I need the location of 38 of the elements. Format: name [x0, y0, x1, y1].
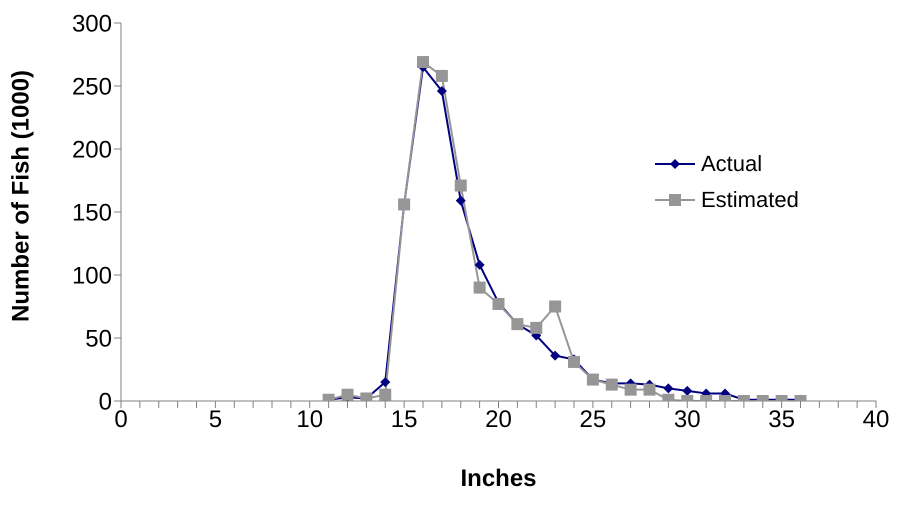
point [379, 388, 392, 401]
point [624, 384, 637, 396]
x-tick-label: 5 [208, 406, 222, 434]
point [663, 383, 674, 394]
x-tick-label: 15 [390, 406, 418, 434]
point [417, 56, 429, 68]
y-tick-label: 150 [72, 200, 112, 227]
x-tick-label: 25 [580, 406, 606, 434]
legend-label: Estimated [701, 186, 799, 214]
y-tick-label: 300 [72, 10, 112, 38]
x-tick-label: 40 [862, 406, 890, 434]
point [606, 378, 618, 391]
y-tick-label: 200 [72, 136, 112, 164]
point [380, 377, 390, 388]
point [454, 180, 467, 192]
point [342, 388, 354, 401]
point [436, 86, 447, 96]
point [682, 386, 692, 396]
point [549, 300, 562, 312]
point [474, 260, 485, 270]
point [644, 384, 656, 396]
x-tick-label: 35 [768, 406, 795, 434]
point [456, 196, 466, 206]
x-axis-title: Inches [460, 465, 537, 492]
y-axis-title: Number of Fish (1000) [8, 70, 35, 322]
y-tick-label: 250 [72, 74, 112, 101]
x-tick-label: 20 [485, 406, 512, 434]
point [436, 70, 448, 82]
legend-label: Actual [701, 150, 762, 178]
y-tick-label: 0 [98, 388, 112, 416]
point [568, 356, 580, 368]
point [530, 322, 542, 334]
point [474, 282, 486, 294]
x-tick-label: 10 [296, 406, 324, 434]
y-tick-label: 50 [85, 326, 112, 353]
y-tick-label: 100 [72, 262, 112, 290]
x-tick-label: 30 [674, 406, 701, 434]
point [550, 350, 560, 361]
